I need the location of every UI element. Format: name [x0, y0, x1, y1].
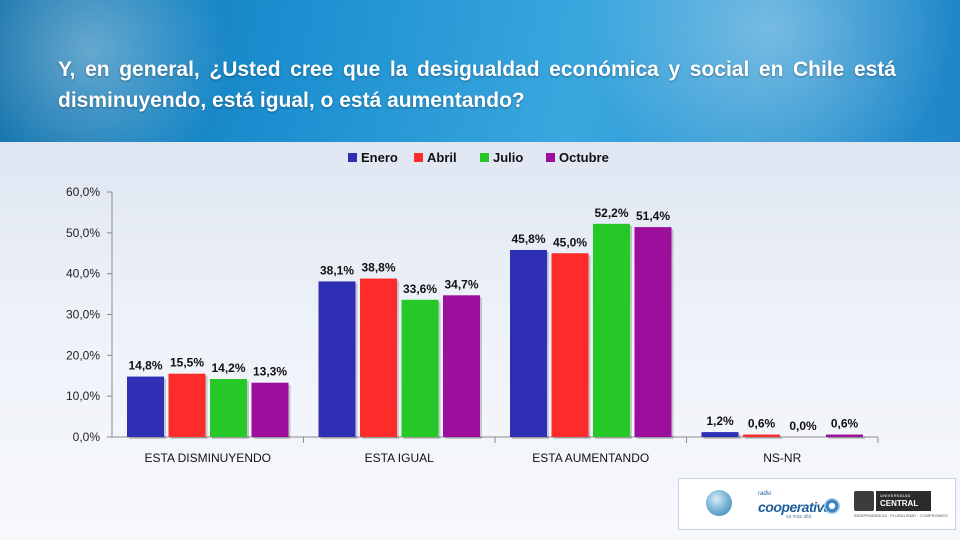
bar-enero [318, 281, 356, 437]
coop-ring-icon [824, 498, 840, 514]
y-tick-label: 60,0% [66, 185, 100, 199]
bar-julio [401, 299, 439, 437]
legend-label: Julio [493, 150, 523, 165]
x-category-label: ESTA AUMENTANDO [532, 451, 649, 465]
coop-tagline: va más allá [786, 514, 812, 520]
legend-label: Enero [361, 150, 398, 165]
data-label: 33,6% [403, 282, 437, 296]
cooperativa-logo: radio cooperativa va más allá [758, 491, 844, 520]
legend-label: Octubre [559, 150, 609, 165]
data-label: 14,8% [128, 359, 162, 373]
uc-subtitle: INDEPENDENCIA · PLURALISMO · COMPROMISO [854, 513, 948, 518]
bar-julio [210, 379, 247, 437]
bar-octubre [634, 227, 672, 437]
bar-shadow [745, 436, 782, 439]
bar-abril [743, 434, 780, 437]
bar-octubre [443, 295, 480, 437]
data-label: 52,2% [594, 206, 628, 220]
legend-swatch-julio [480, 153, 489, 162]
bar-enero [127, 376, 164, 437]
y-tick-label: 40,0% [66, 267, 100, 281]
data-label: 34,7% [444, 277, 478, 291]
sponsor-logos: radio cooperativa va más allá UNIVERSIDA… [678, 478, 956, 530]
bar-julio [593, 223, 630, 437]
data-label: 45,8% [511, 232, 545, 246]
y-tick-label: 30,0% [66, 308, 100, 322]
data-label: 0,6% [748, 417, 776, 431]
x-category-label: ESTA IGUAL [365, 451, 434, 465]
banner-glow [0, 0, 240, 142]
data-label: 14,2% [211, 361, 245, 375]
y-tick-label: 50,0% [66, 226, 100, 240]
uc-logo: UNIVERSIDAD CENTRAL [876, 491, 931, 511]
x-category-label: ESTA DISMINUYENDO [145, 451, 271, 465]
uc-top-text: UNIVERSIDAD [880, 493, 911, 498]
data-label: 51,4% [636, 209, 670, 223]
y-tick-label: 0,0% [73, 430, 101, 444]
data-label: 15,5% [170, 356, 204, 370]
globe-logo-icon [706, 490, 732, 516]
data-label: 38,8% [361, 261, 395, 275]
bar-octubre [251, 382, 289, 437]
data-label: 0,0% [789, 419, 817, 433]
data-label: 1,2% [706, 414, 734, 428]
uc-name: CENTRAL [880, 499, 919, 508]
legend-swatch-enero [348, 153, 357, 162]
y-tick-label: 20,0% [66, 348, 100, 362]
survey-question: Y, en general, ¿Usted cree que la desigu… [58, 58, 896, 112]
bar-abril [551, 253, 589, 437]
bar-enero [510, 249, 547, 437]
bar-shadow [828, 436, 865, 439]
bar-octubre [826, 434, 863, 437]
banner-glow [560, 0, 960, 142]
coop-small-text: radio [758, 491, 772, 497]
uc-emblem-icon [854, 491, 874, 511]
legend-swatch-abril [414, 153, 423, 162]
x-category-label: NS-NR [763, 451, 801, 465]
data-label: 45,0% [553, 235, 587, 249]
data-label: 13,3% [253, 365, 287, 379]
header-banner: Y, en general, ¿Usted cree que la desigu… [0, 0, 960, 142]
bar-abril [360, 278, 397, 437]
data-label: 0,6% [831, 417, 859, 431]
y-tick-label: 10,0% [66, 389, 100, 403]
bar-abril [168, 373, 206, 437]
data-label: 38,1% [320, 263, 354, 277]
coop-name: cooperativa [758, 499, 832, 515]
legend-swatch-octubre [546, 153, 555, 162]
legend-label: Abril [427, 150, 457, 165]
bar-enero [701, 432, 739, 437]
